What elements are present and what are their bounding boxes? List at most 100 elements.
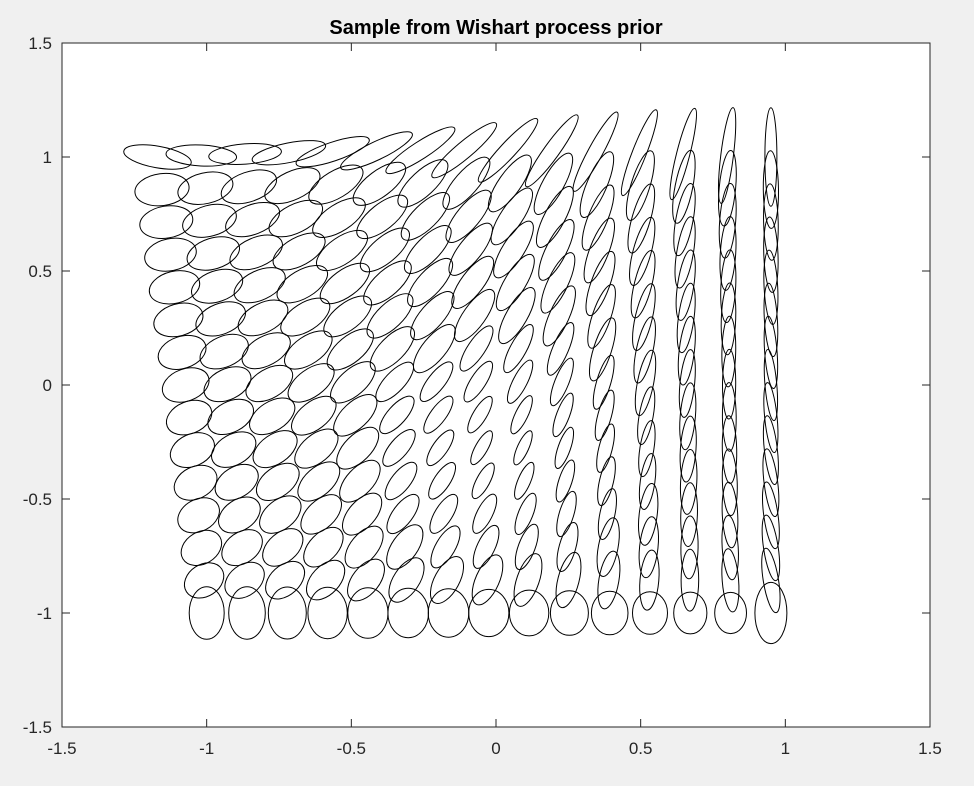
ellipse — [503, 324, 534, 374]
ellipse — [144, 237, 197, 272]
ellipse — [763, 249, 779, 325]
ellipse — [419, 361, 454, 403]
ellipse — [597, 456, 616, 507]
ellipse — [514, 461, 535, 500]
ellipse — [426, 429, 455, 467]
ellipse — [627, 183, 656, 254]
ellipse — [429, 493, 459, 534]
ellipse — [583, 217, 615, 284]
ellipse — [134, 172, 190, 207]
ellipse — [597, 488, 617, 540]
ellipse — [552, 392, 574, 438]
ellipse — [363, 260, 412, 306]
ellipse — [680, 515, 699, 580]
ellipse — [471, 554, 504, 606]
ellipse — [754, 581, 788, 645]
ellipse — [379, 395, 415, 435]
ellipse — [721, 514, 739, 581]
ellipse — [295, 136, 370, 168]
ellipse — [679, 448, 698, 515]
ellipse — [549, 590, 589, 636]
ellipse — [679, 382, 697, 451]
ellipse — [470, 430, 493, 466]
y-tick-label: -1 — [37, 604, 52, 623]
ellipse — [211, 431, 257, 468]
ellipse — [637, 483, 659, 546]
ellipse — [423, 395, 454, 434]
x-tick-label: 0 — [491, 739, 500, 758]
ellipse — [674, 216, 696, 289]
ellipse — [546, 322, 575, 376]
ellipse — [366, 293, 414, 339]
ellipse — [403, 225, 452, 274]
ellipse — [540, 252, 576, 314]
ellipse — [720, 249, 737, 324]
ellipse — [763, 183, 779, 261]
ellipse — [762, 150, 780, 229]
ellipse — [762, 448, 780, 518]
ellipse — [195, 301, 246, 337]
ellipse — [463, 360, 494, 403]
ellipse — [549, 357, 574, 407]
ellipse — [208, 143, 282, 165]
ellipse — [597, 550, 621, 610]
ellipse — [359, 227, 410, 273]
ellipse — [267, 586, 307, 640]
ellipse — [386, 524, 424, 570]
ellipse — [183, 562, 225, 599]
ellipse — [177, 171, 234, 205]
ellipse — [555, 551, 582, 609]
ellipse — [251, 140, 327, 166]
y-tick-label: -1.5 — [23, 718, 52, 737]
ellipse — [761, 514, 781, 582]
ellipse — [721, 415, 738, 484]
ellipse — [339, 459, 381, 503]
ellipse — [506, 359, 534, 404]
plot-area: -1.5 -1 -0.5 0 0.5 1 1.5 -1.5 -1 -0.5 0 0.5 1 1.5 — [23, 34, 942, 758]
ellipse — [336, 426, 380, 470]
ellipse — [498, 287, 536, 345]
ellipse — [513, 553, 543, 607]
ellipse — [312, 197, 366, 238]
y-tick-label: -0.5 — [23, 490, 52, 509]
ellipse — [303, 526, 344, 568]
ellipse — [451, 255, 495, 309]
ellipse — [218, 496, 261, 534]
ellipse — [763, 382, 779, 454]
ellipse — [356, 194, 409, 240]
ellipse — [344, 525, 384, 569]
ellipse — [676, 282, 696, 354]
ellipse — [673, 183, 696, 257]
y-axis-ticks: -1.5 -1 -0.5 0 0.5 1 1.5 — [23, 34, 930, 737]
ellipse — [581, 184, 615, 251]
ellipse — [342, 492, 383, 536]
ellipse — [510, 395, 533, 435]
x-tick-label: -1 — [199, 739, 214, 758]
ellipse — [169, 432, 215, 469]
ellipse — [490, 187, 533, 246]
ellipse — [388, 557, 425, 603]
ellipse — [347, 558, 385, 602]
ellipse — [633, 316, 656, 384]
x-tick-label: 0.5 — [629, 739, 653, 758]
ellipse — [675, 249, 696, 321]
ellipse — [514, 523, 539, 571]
x-axis-ticks: -1.5 -1 -0.5 0 0.5 1 1.5 — [47, 43, 942, 758]
ellipse — [255, 462, 300, 502]
ellipse — [410, 291, 455, 341]
axes-background — [62, 43, 930, 727]
ellipse — [224, 561, 265, 599]
ellipse — [634, 349, 657, 417]
ellipse — [326, 328, 374, 371]
ellipse — [513, 430, 533, 466]
ellipse — [637, 386, 656, 446]
x-tick-label: 1 — [781, 739, 790, 758]
ellipse — [294, 428, 339, 469]
ellipse — [385, 126, 456, 175]
ellipse — [763, 282, 779, 358]
ellipse — [233, 267, 286, 304]
ellipse — [153, 302, 204, 338]
ellipse — [280, 297, 331, 337]
ellipse — [221, 529, 263, 567]
